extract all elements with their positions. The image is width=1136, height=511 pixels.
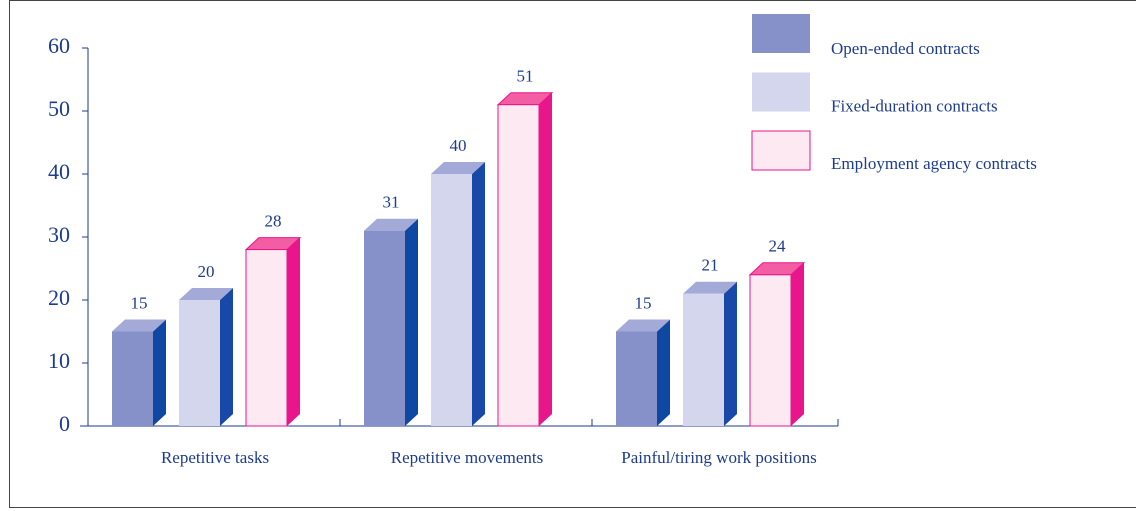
x-tick-label: Repetitive movements xyxy=(391,448,544,467)
bar-face xyxy=(431,174,472,426)
bar-face xyxy=(153,319,166,426)
bar-face xyxy=(791,262,804,426)
value-label: 40 xyxy=(450,136,467,155)
legend-swatch xyxy=(752,14,810,53)
bar xyxy=(431,162,485,426)
legend-label: Employment agency contracts xyxy=(831,154,1037,173)
legend-label: Fixed-duration contracts xyxy=(831,96,998,115)
value-label: 51 xyxy=(517,67,534,86)
value-label: 15 xyxy=(635,293,652,312)
bar-face xyxy=(112,331,153,426)
bar-face xyxy=(220,288,233,426)
y-tick-label: 50 xyxy=(48,96,70,121)
y-tick-label: 20 xyxy=(48,285,70,310)
value-label: 21 xyxy=(702,256,719,275)
legend-swatch xyxy=(751,130,811,171)
bar xyxy=(748,262,806,427)
bar-face xyxy=(497,104,540,427)
y-tick-label: 60 xyxy=(48,33,70,58)
bar-face xyxy=(683,293,724,426)
value-label: 15 xyxy=(131,293,148,312)
y-tick-label: 10 xyxy=(48,348,70,373)
bar-face xyxy=(749,274,792,427)
legend-label: Open-ended contracts xyxy=(831,39,980,58)
value-label: 28 xyxy=(265,212,282,231)
frame xyxy=(9,0,1136,508)
y-tick-label: 30 xyxy=(48,222,70,247)
x-tick-label: Repetitive tasks xyxy=(161,448,269,467)
bar xyxy=(244,237,302,427)
value-label: 31 xyxy=(383,193,400,212)
bar xyxy=(683,281,737,426)
bar xyxy=(364,218,418,426)
x-tick-label: Painful/tiring work positions xyxy=(621,448,817,467)
bar-face xyxy=(657,319,670,426)
bar xyxy=(616,319,670,426)
bar-face xyxy=(245,249,288,427)
bar-face xyxy=(112,319,166,332)
bar-face xyxy=(287,237,300,426)
bar-face xyxy=(179,300,220,426)
bar xyxy=(496,92,554,427)
bar-face xyxy=(683,281,737,294)
y-tick-label: 0 xyxy=(59,411,70,436)
bar xyxy=(179,288,233,426)
bar xyxy=(112,319,166,426)
bar-face xyxy=(616,319,670,332)
value-label: 20 xyxy=(198,262,215,281)
y-tick-label: 40 xyxy=(48,159,70,184)
bar-face xyxy=(364,230,405,426)
bar-face xyxy=(431,162,485,174)
legend-swatch xyxy=(752,72,810,112)
bar-face xyxy=(472,162,485,426)
bar-face xyxy=(179,288,233,300)
bar-face xyxy=(616,331,657,426)
bar-face xyxy=(724,281,737,426)
bar-face xyxy=(364,218,418,231)
value-label: 24 xyxy=(769,237,787,256)
bar-face xyxy=(405,218,418,426)
bar-face xyxy=(539,92,552,426)
